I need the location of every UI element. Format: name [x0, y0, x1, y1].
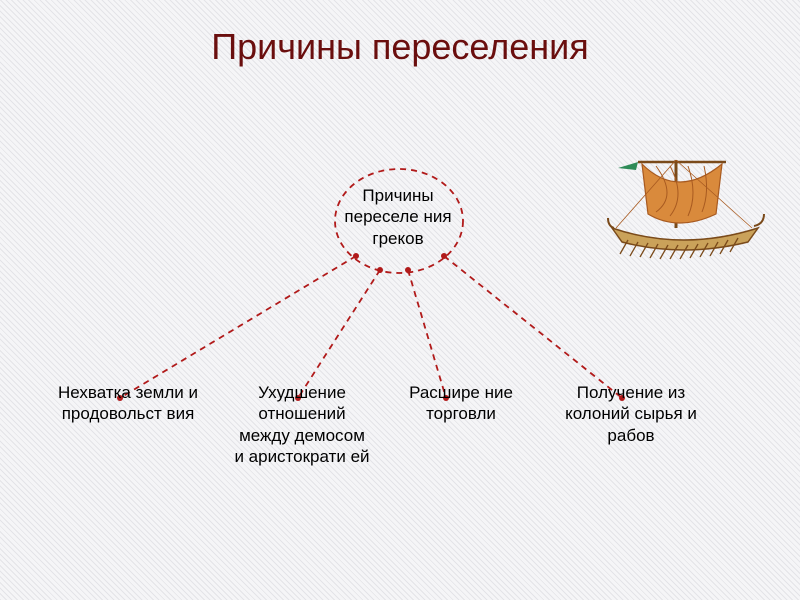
diagram-leaf-label: Нехватка земли и продовольст вия [58, 383, 198, 423]
ship-illustration [598, 150, 768, 260]
connector-line [298, 270, 380, 398]
diagram-center-node: Причины переселе ния греков [344, 185, 452, 249]
diagram-leaf-node: Расшире ние торговли [406, 382, 516, 425]
diagram-leaf-node: Нехватка земли и продовольст вия [58, 382, 198, 425]
diagram-leaf-node: Ухудшение отношений между демосом и арис… [232, 382, 372, 467]
diagram-center-label: Причины переселе ния греков [344, 186, 451, 248]
diagram-leaf-label: Получение из колоний сырья и рабов [565, 383, 697, 445]
diagram-connectors [0, 0, 800, 600]
diagram-leaf-label: Ухудшение отношений между демосом и арис… [234, 383, 369, 466]
connector-dot [353, 253, 359, 259]
connector-dot [441, 253, 447, 259]
connector-line [120, 256, 356, 398]
connector-line [444, 256, 622, 398]
connector-line [408, 270, 446, 398]
diagram-leaf-node: Получение из колоний сырья и рабов [556, 382, 706, 446]
diagram-leaf-label: Расшире ние торговли [409, 383, 513, 423]
